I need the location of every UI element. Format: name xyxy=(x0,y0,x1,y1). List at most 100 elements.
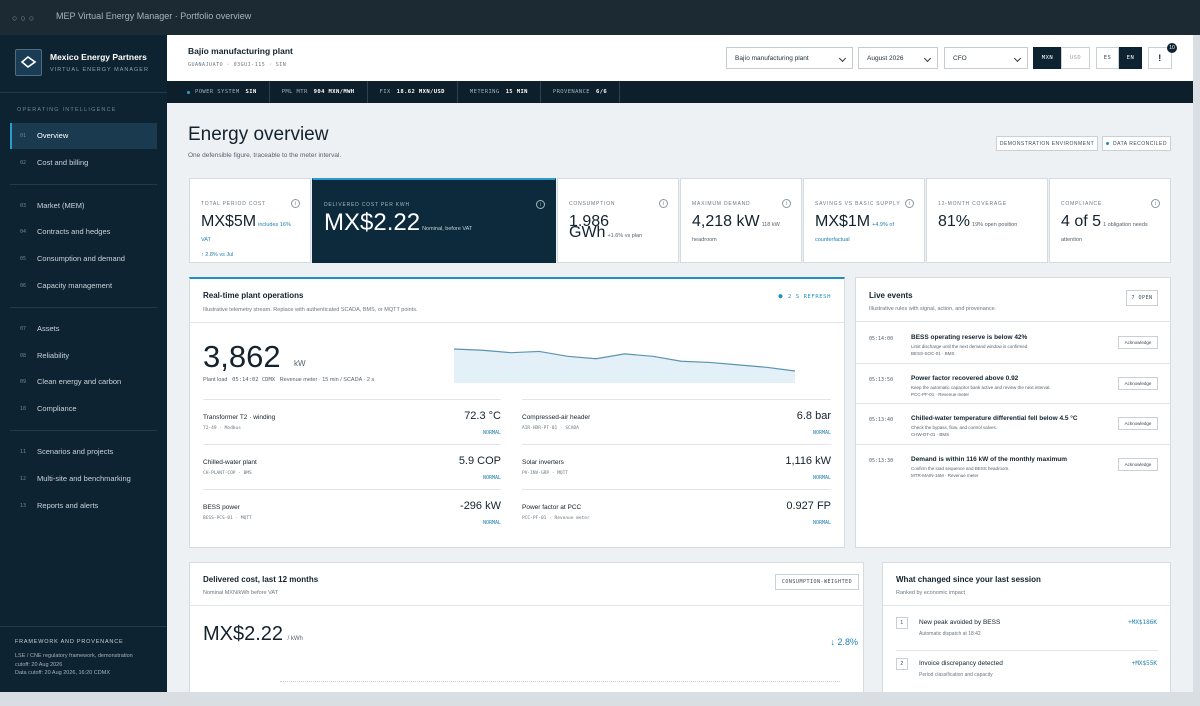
unit: / kWh xyxy=(287,636,303,642)
site-location: GUANAJUATO · 03GUJ-115 · SIN xyxy=(188,62,287,68)
kpi-note: Nominal, before VAT xyxy=(422,226,473,232)
nav-item[interactable]: 01 Overview xyxy=(10,123,157,149)
status-item: PROVENANCE 6/6 xyxy=(541,81,621,103)
metric-source: AIR-HDR-PT-01 · SCADA xyxy=(522,426,579,431)
nav-item[interactable]: 04 Contracts and hedges xyxy=(10,219,157,245)
status-item: FIX 18.62 MXN/USD xyxy=(368,81,458,103)
refresh-indicator: ● 2 S REFRESH xyxy=(778,292,831,300)
divider xyxy=(190,322,844,323)
acknowledge-button[interactable]: Acknowledge xyxy=(1118,336,1158,349)
metric-label: Solar inverters xyxy=(522,459,564,466)
baseline xyxy=(280,681,840,682)
metric-value: 72.3 °C xyxy=(464,410,501,422)
panel-subtitle: Ranked by economic impact xyxy=(896,590,966,596)
kpi-value: 81% xyxy=(938,213,971,230)
brand-logo xyxy=(15,49,42,76)
kpi-note: 19% open position xyxy=(972,222,1018,228)
status-item: POWER SYSTEM SIN xyxy=(181,81,270,103)
panel-subtitle: Nominal MXN/kWh before VAT xyxy=(203,590,278,596)
nav-number: 05 xyxy=(20,256,27,263)
metric-value: 1,116 kW xyxy=(785,455,831,467)
header: Bajío manufacturing plant GUANAJUATO · 0… xyxy=(167,35,1193,81)
nav-item[interactable]: 12 Multi-site and benchmarking xyxy=(10,466,157,492)
window-controls: ○○○ xyxy=(12,13,38,23)
site-name: Bajío manufacturing plant xyxy=(188,46,293,56)
language-en[interactable]: EN xyxy=(1119,47,1142,69)
delivered-change: ↓ 2.8% xyxy=(830,637,858,647)
nav-item[interactable]: 02 Cost and billing xyxy=(10,150,157,176)
language-es[interactable]: ES xyxy=(1096,47,1119,69)
metric-status: NORMAL xyxy=(812,475,831,481)
nav-label: Capacity management xyxy=(37,281,113,290)
plant-load-label: Plant load 05:14:02 CDMX Revenue meter ·… xyxy=(203,377,374,383)
divider xyxy=(856,321,1170,322)
nav-item[interactable]: 07 Assets xyxy=(10,316,157,342)
value: MX$2.22 xyxy=(203,623,284,645)
nav-item[interactable]: 09 Clean energy and carbon xyxy=(10,369,157,395)
alerts-button[interactable]: ! xyxy=(1148,47,1172,69)
kpi-note: 1 obligation needs attention xyxy=(1061,222,1148,243)
metric: Chilled-water plant CH-PLANT-COP · BMS 5.9… xyxy=(203,444,501,489)
plant-load: 3,862 xyxy=(203,339,281,374)
metric-value: 6.8 bar xyxy=(796,410,831,422)
nav-number: 01 xyxy=(20,133,27,139)
metric-status: NORMAL xyxy=(482,475,501,481)
event-text: Keep the automatic capacitor bank active… xyxy=(911,384,1051,390)
metric-source: T2-49 · Modbus xyxy=(203,426,241,431)
nav-number: 11 xyxy=(20,449,27,455)
nav-label: Cost and billing xyxy=(37,157,89,167)
kpi-value-line: MX$2.22 Nominal, before VAT xyxy=(324,211,544,235)
currency-usd[interactable]: USD xyxy=(1061,47,1090,69)
acknowledge-button[interactable]: Acknowledge xyxy=(1118,417,1158,430)
change-value: +MX$186K xyxy=(1128,619,1157,626)
kpi-value: 4,218 kW xyxy=(692,213,760,230)
kpi-value: 1.986 GWh xyxy=(569,213,610,241)
currency-mxn[interactable]: MXN xyxy=(1033,47,1062,69)
changes-panel: What changed since your last session Ran… xyxy=(882,562,1171,692)
nav-item[interactable]: 08 Reliability xyxy=(10,343,157,369)
metric-value: -296 kW xyxy=(460,500,501,512)
status-bar: POWER SYSTEM SIN PML MTR 904 MXN/MWH FIX 18.6… xyxy=(167,81,1193,103)
site-select[interactable]: Bajío manufacturing plant xyxy=(726,47,853,69)
role-select[interactable]: CFO xyxy=(944,47,1028,69)
status-value: 18.62 MXN/USD xyxy=(396,89,445,95)
source: Revenue meter · 15 min / SCADA · 2 s xyxy=(279,377,375,383)
open-count[interactable]: 7 OPEN xyxy=(1126,290,1158,306)
nav-number: 12 xyxy=(20,475,27,482)
plant-load-unit: kW xyxy=(294,359,306,368)
event-source: MTR-MAIN-15M · Revenue meter xyxy=(911,472,979,478)
metric: BESS power BESS-PCS-01 · MQTT -296 kW NORMA… xyxy=(203,489,501,534)
change-value: +MX$55K xyxy=(1131,660,1157,667)
nav-number: 06 xyxy=(20,283,27,289)
status-dot xyxy=(187,90,190,94)
metric: Solar inverters PV-INV-GRP · MQTT 1,116 kW… xyxy=(522,444,831,489)
nav-item[interactable]: 03 Market (MEM) xyxy=(10,193,157,219)
acknowledge-button[interactable]: Acknowledge xyxy=(1118,457,1158,471)
kpi-label: SAVINGS VS BASIC SUPPLY xyxy=(815,201,901,207)
footer-title: FRAMEWORK AND PROVENANCE xyxy=(15,639,124,645)
kpi-card: 12-MONTH COVERAGE 81% 19% open position xyxy=(926,178,1048,263)
kpi-card: TOTAL PERIOD COST i MX$5M includes 16% VAT ↑… xyxy=(189,178,311,263)
nav-item[interactable]: 06 Capacity management xyxy=(10,273,157,299)
divider xyxy=(883,605,1170,606)
panel-subtitle: Illustrative rules with signal, action, … xyxy=(869,306,997,312)
status-value: 904 MXN/MWH xyxy=(313,89,355,95)
nav-item[interactable]: 11 Scenarios and projects xyxy=(10,439,157,465)
kpi-value-line: 81% 19% open position xyxy=(938,213,1036,231)
panel-title: Live events xyxy=(869,291,913,300)
divider xyxy=(0,626,167,627)
metrics-grid: Transformer T2 · winding T2-49 · Modbus 72… xyxy=(203,399,831,549)
acknowledge-button[interactable]: Acknowledge xyxy=(1118,376,1158,390)
delivered-value: MX$2.22 / kWh xyxy=(203,623,303,646)
nav-label: Assets xyxy=(37,323,60,333)
divider xyxy=(856,403,1170,404)
nav-item[interactable]: 10 Compliance xyxy=(10,396,157,422)
reconciled-badge: DATA RECONCILED xyxy=(1102,136,1171,151)
period-select[interactable]: August 2026 xyxy=(858,47,938,69)
nav-item[interactable]: 05 Consumption and demand xyxy=(10,246,157,272)
event-title: Power factor recovered above 0.92 xyxy=(911,374,1019,382)
nav-item[interactable]: 13 Reports and alerts xyxy=(10,493,157,519)
refresh-text: 2 S REFRESH xyxy=(787,294,831,300)
sparkline-line xyxy=(453,348,796,372)
